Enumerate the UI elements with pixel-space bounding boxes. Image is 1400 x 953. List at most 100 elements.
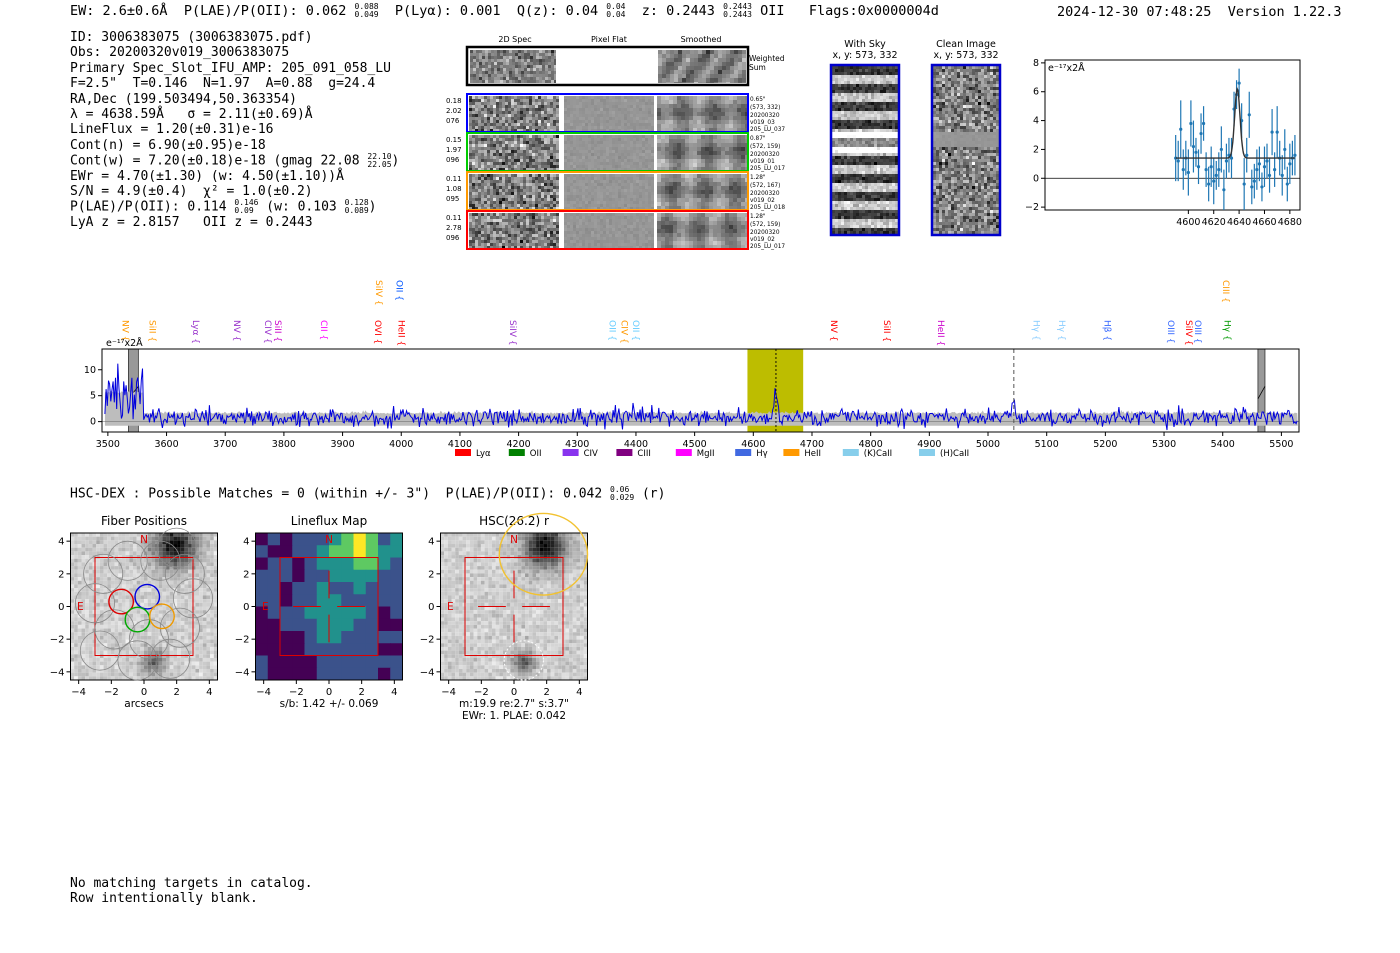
pixel	[579, 114, 582, 117]
pixel	[564, 117, 567, 120]
pixel	[547, 231, 550, 234]
pixel	[642, 222, 645, 225]
pixel	[677, 100, 681, 104]
pixel	[570, 135, 573, 138]
pixel	[718, 82, 722, 83]
pixel	[633, 120, 636, 123]
pixel	[535, 156, 538, 159]
pixel	[877, 69, 880, 72]
pixel	[697, 120, 701, 124]
pixel	[579, 201, 582, 204]
plae-lo: 0.049	[354, 10, 379, 19]
pixel	[499, 147, 502, 150]
pixel	[538, 129, 541, 131]
pixel	[499, 240, 502, 243]
pixel	[685, 120, 689, 124]
pixel	[585, 216, 588, 219]
pixel	[645, 153, 648, 156]
pixel	[874, 105, 877, 108]
pixel	[859, 90, 862, 93]
pixel	[689, 202, 693, 206]
pixel	[576, 174, 579, 177]
pixel	[838, 141, 841, 144]
pixel	[567, 213, 570, 216]
pixel	[600, 228, 603, 231]
pixel	[564, 150, 567, 153]
pixel	[701, 155, 705, 159]
pixel	[478, 189, 481, 192]
pixel	[630, 228, 633, 231]
pixel	[639, 207, 642, 209]
pixel	[484, 150, 487, 153]
col-smooth-label: Smoothed	[681, 35, 722, 44]
pixel	[553, 168, 556, 170]
pixel	[730, 58, 734, 62]
pixel	[627, 102, 630, 105]
pixel	[627, 150, 630, 153]
pixel	[600, 186, 603, 189]
pixel	[535, 234, 538, 237]
pixel	[642, 204, 645, 207]
pixel	[544, 186, 547, 189]
pixel	[733, 221, 737, 225]
pixel	[532, 111, 535, 114]
pixel	[689, 245, 693, 248]
pixel	[603, 243, 606, 246]
pixel	[685, 182, 689, 186]
pixel	[564, 174, 567, 177]
pixel	[721, 155, 725, 159]
pixel	[597, 246, 600, 248]
pixel	[496, 117, 499, 120]
pixel	[585, 165, 588, 168]
pixel	[737, 182, 741, 186]
pixel	[717, 151, 721, 155]
pixel	[576, 156, 579, 159]
pixel	[573, 240, 576, 243]
row-right-3: 20200320	[750, 191, 780, 197]
pixel	[895, 141, 898, 144]
pixel	[506, 53, 509, 56]
cutout-2d-image	[469, 96, 559, 131]
pixel	[690, 66, 694, 70]
pixel	[567, 111, 570, 114]
pixel	[567, 195, 570, 198]
pixel	[657, 241, 661, 245]
pixel	[529, 177, 532, 180]
pixel	[567, 96, 570, 99]
plae-range: 0.088 0.049	[355, 3, 379, 19]
pixel	[666, 58, 670, 62]
pixel	[514, 225, 517, 228]
pixel	[600, 150, 603, 153]
pixel	[520, 123, 523, 126]
pixel	[526, 162, 529, 165]
pixel	[499, 246, 502, 248]
pixel	[880, 75, 883, 78]
pixel	[564, 123, 567, 126]
pixel	[645, 120, 648, 123]
pixel	[547, 225, 550, 228]
pixel	[554, 77, 556, 80]
pixel	[697, 190, 701, 194]
pixel	[553, 240, 556, 243]
pixel	[553, 186, 556, 189]
pixel	[567, 162, 570, 165]
pixel	[535, 141, 538, 144]
pixel	[697, 151, 701, 155]
pixel	[520, 189, 523, 192]
pixel	[469, 237, 472, 240]
pixel	[841, 153, 844, 156]
pixel	[693, 229, 697, 233]
pixel	[669, 167, 673, 170]
pixel	[651, 153, 654, 156]
pixel	[630, 198, 633, 201]
pixel	[677, 96, 681, 100]
pixel	[693, 128, 697, 131]
pixel	[493, 186, 496, 189]
info-contn: Cont(n) = 6.90(±0.95)e-18	[70, 137, 266, 153]
pixel	[618, 225, 621, 228]
pixel	[645, 168, 648, 170]
pixel	[689, 124, 693, 128]
pixel	[570, 222, 573, 225]
pixel	[532, 231, 535, 234]
pixel	[862, 93, 865, 96]
